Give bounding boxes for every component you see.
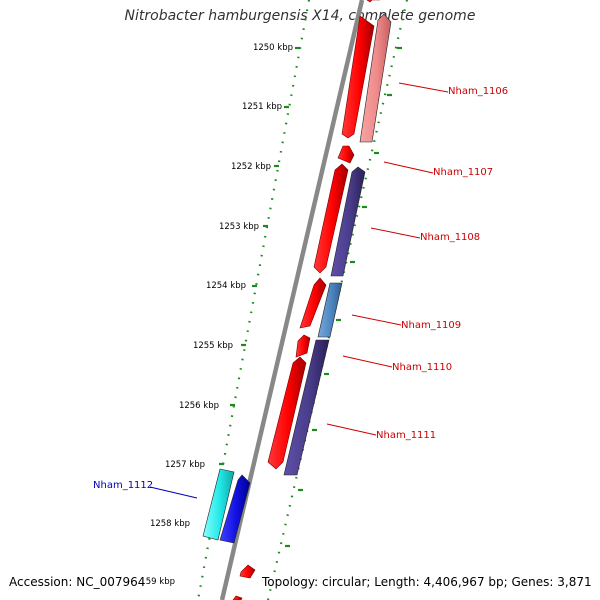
cds-feature[interactable] <box>295 334 311 358</box>
tick-label: 1250 kbp <box>253 43 293 53</box>
gene-feature-nham-1109[interactable] <box>317 282 343 338</box>
gene-feature-nham-1108[interactable] <box>330 166 366 277</box>
tick-label: 1254 kbp <box>206 281 246 291</box>
reverse-strand-features <box>202 13 392 544</box>
gene-feature-nham-1112-a[interactable] <box>202 468 235 541</box>
callout-leader <box>398 82 449 93</box>
cds-feature[interactable] <box>232 595 243 600</box>
accession-text: Accession: NC_007964 <box>9 575 146 589</box>
topology-text: Topology: circular; Length: 4,406,967 bp… <box>262 575 592 589</box>
tick-label: 1257 kbp <box>165 460 205 470</box>
gene-label[interactable]: Nham_1112 <box>93 480 153 491</box>
cds-feature[interactable] <box>313 163 349 274</box>
cds-feature[interactable] <box>299 277 327 329</box>
gene-label[interactable]: Nham_1110 <box>392 362 452 373</box>
tick-label: 1253 kbp <box>219 222 259 232</box>
tick-label: 1255 kbp <box>193 341 233 351</box>
gene-label[interactable]: Nham_1111 <box>376 430 436 441</box>
gene-feature-nham-1112-b[interactable] <box>219 474 251 544</box>
callout-leader <box>149 486 198 499</box>
callout-leader <box>370 227 421 239</box>
tick-label: 1258 kbp <box>150 519 190 529</box>
tick-label: 1256 kbp <box>179 401 219 411</box>
cds-feature[interactable] <box>341 15 375 139</box>
cds-feature[interactable] <box>239 564 256 579</box>
cds-feature[interactable] <box>366 0 380 3</box>
gene-label[interactable]: Nham_1108 <box>420 232 480 243</box>
cds-feature[interactable] <box>337 145 355 164</box>
cds-feature[interactable] <box>267 356 307 470</box>
forward-strand-features <box>232 0 380 600</box>
gene-label[interactable]: Nham_1106 <box>448 86 508 97</box>
tick-label: 1251 kbp <box>242 102 282 112</box>
callout-leader <box>383 161 434 174</box>
callout-leader <box>326 423 377 436</box>
gene-label[interactable]: Nham_1109 <box>401 320 461 331</box>
tick-label: 1259 kbp <box>135 577 175 587</box>
callout-leader <box>351 314 402 326</box>
gene-feature-nham-1106[interactable] <box>359 13 392 143</box>
tick-label: 1252 kbp <box>231 162 271 172</box>
callout-leader <box>342 355 393 368</box>
gene-label[interactable]: Nham_1107 <box>433 167 493 178</box>
gene-feature-nham-1110-1111[interactable] <box>283 339 330 476</box>
